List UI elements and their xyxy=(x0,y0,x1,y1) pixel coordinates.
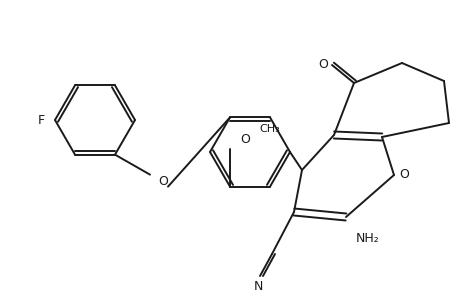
Text: O: O xyxy=(240,133,249,146)
Text: CH₃: CH₃ xyxy=(259,124,280,134)
Text: F: F xyxy=(37,113,45,127)
Text: O: O xyxy=(398,169,408,182)
Text: N: N xyxy=(253,280,262,292)
Text: NH₂: NH₂ xyxy=(355,232,379,245)
Text: O: O xyxy=(317,58,327,71)
Text: O: O xyxy=(158,175,168,188)
